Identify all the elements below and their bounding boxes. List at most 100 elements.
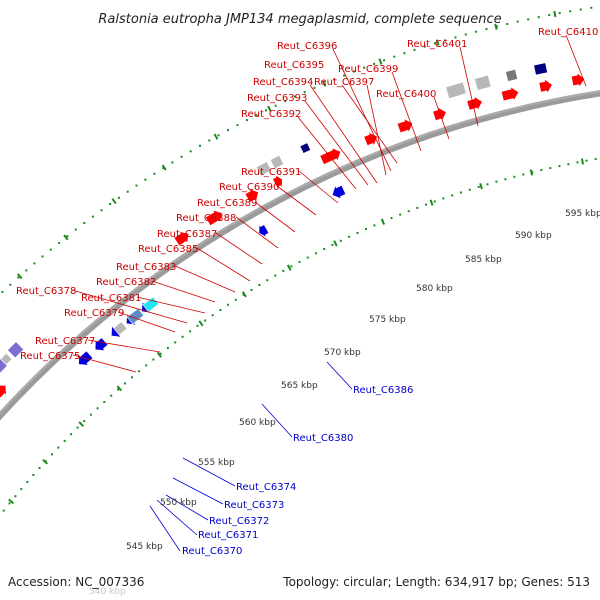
inner-ring-dot bbox=[416, 206, 419, 209]
inner-ring-dot bbox=[460, 191, 462, 194]
outer-ring-dot bbox=[25, 269, 28, 272]
ring-tick-mark bbox=[553, 10, 557, 18]
gene-label: Reut_C6372 bbox=[209, 516, 269, 527]
map-title: Ralstonia eutropha JMP134 megaplasmid, c… bbox=[98, 12, 501, 27]
outer-ring-dot bbox=[413, 48, 416, 51]
outer-ring-dot bbox=[58, 241, 61, 244]
gene-label: Reut_C6386 bbox=[353, 385, 413, 396]
tick-labels: 545 kbp 550 kbp 555 kbp 560 kbp 565 kbp … bbox=[89, 209, 600, 597]
outer-ring-dot bbox=[464, 33, 467, 36]
gene-label: Reut_C6395 bbox=[264, 60, 324, 71]
forward-cds-arrow bbox=[245, 189, 259, 202]
outer-ring-dot bbox=[1, 290, 4, 293]
callout-line bbox=[165, 494, 209, 521]
ring-tick-mark bbox=[8, 498, 15, 505]
outer-ring-dot bbox=[135, 184, 138, 187]
gene-label: Reut_C6397 bbox=[314, 77, 374, 88]
outer-ring-dot bbox=[294, 95, 296, 98]
gene-label: Reut_C6373 bbox=[224, 500, 284, 511]
inner-ring-dot bbox=[558, 165, 561, 168]
gray-feature-box bbox=[474, 74, 492, 91]
forward-cds-arrow bbox=[501, 87, 519, 101]
gene-label: Reut_C6387 bbox=[157, 229, 217, 240]
gray-feature-box bbox=[269, 154, 285, 170]
navy-feature-box bbox=[299, 142, 312, 154]
outer-ring-dot bbox=[91, 215, 94, 218]
callout-line bbox=[182, 457, 236, 487]
callout-line bbox=[117, 311, 176, 333]
gene-label: Reut_C6392 bbox=[241, 109, 301, 120]
outer-ring-dot bbox=[590, 6, 593, 9]
inner-ring-dot bbox=[166, 347, 169, 349]
callout-line bbox=[332, 48, 392, 172]
inner-ring-dot bbox=[258, 284, 261, 286]
ring-tick-mark bbox=[580, 158, 585, 165]
inner-ring-dot bbox=[274, 274, 277, 277]
callout-line bbox=[298, 170, 339, 204]
forward-cds-arrow bbox=[571, 73, 585, 87]
inner-ring-dot bbox=[234, 298, 237, 301]
callout-line bbox=[341, 84, 398, 164]
dark-gray-feature-box bbox=[505, 69, 518, 82]
purple-feature-box bbox=[7, 341, 25, 359]
outer-ring-dot bbox=[383, 59, 386, 62]
ring-tick-mark bbox=[479, 183, 483, 190]
gene-label: Reut_C6401 bbox=[407, 39, 467, 50]
callout-line bbox=[276, 185, 317, 216]
inner-ring-dot bbox=[348, 235, 351, 238]
outer-ring-dot bbox=[41, 255, 44, 258]
outer-ring-dot bbox=[153, 172, 156, 175]
outer-ring-dot bbox=[66, 235, 69, 238]
gray-feature-box bbox=[113, 321, 128, 336]
inner-ring-dot bbox=[365, 228, 367, 231]
accession-text: Accession: NC_007336 bbox=[8, 575, 144, 589]
reverse-gene-labels: Reut_C6370 Reut_C6371 Reut_C6372 Reut_C6… bbox=[182, 385, 413, 557]
ring-tick-mark bbox=[429, 199, 434, 206]
ring-tick-mark bbox=[213, 133, 219, 140]
gray-feature-box bbox=[0, 352, 13, 366]
inner-ring-dot bbox=[20, 488, 23, 491]
inner-ring-dot bbox=[339, 239, 342, 242]
outer-ring-dot bbox=[274, 104, 277, 107]
inner-ring-dot bbox=[306, 256, 309, 259]
outer-ring-dot bbox=[17, 276, 20, 279]
inner-ring-dot bbox=[159, 352, 162, 355]
forward-cds-arrow bbox=[397, 119, 413, 133]
reverse-cds-arrow bbox=[95, 338, 108, 351]
callout-line bbox=[172, 477, 224, 505]
outer-ring-dot bbox=[343, 74, 346, 77]
outer-ring-dot bbox=[117, 196, 120, 199]
tick-label: 585 kbp bbox=[465, 255, 502, 265]
callout-line bbox=[254, 201, 296, 233]
outer-ring-dot bbox=[9, 283, 12, 286]
ring-tick-mark bbox=[161, 164, 167, 171]
tick-label: 560 kbp bbox=[239, 418, 276, 428]
callout-line bbox=[72, 354, 137, 373]
inner-ring-dot bbox=[442, 197, 445, 200]
ring-tick-mark bbox=[198, 320, 204, 327]
outer-ring-dot bbox=[189, 150, 192, 153]
inner-ring-dot bbox=[145, 364, 148, 367]
ring-tick-mark bbox=[286, 264, 292, 271]
gene-label: Reut_C6385 bbox=[138, 244, 198, 255]
outer-ring-dot bbox=[171, 161, 174, 164]
outer-ring-dot bbox=[373, 62, 376, 65]
inner-ring-dot bbox=[282, 269, 285, 272]
inner-ring-dot bbox=[211, 314, 214, 317]
outer-ring-dot bbox=[393, 55, 396, 58]
callout-line bbox=[565, 34, 587, 87]
outer-ring-dot bbox=[475, 30, 478, 33]
gene-label: Reut_C6379 bbox=[64, 308, 124, 319]
gene-label: Reut_C6374 bbox=[236, 482, 296, 493]
outer-ring-dot bbox=[180, 155, 183, 158]
outer-ring-dot bbox=[144, 178, 147, 181]
tick-label: 555 kbp bbox=[198, 458, 235, 468]
inner-ring-dot bbox=[298, 260, 301, 263]
gene-label: Reut_C6399 bbox=[338, 64, 398, 75]
outer-ring-dot bbox=[548, 14, 551, 17]
outer-ring-dot bbox=[208, 139, 211, 142]
inner-ring-dot bbox=[522, 173, 525, 176]
inner-ring-dot bbox=[196, 324, 199, 327]
inner-ring-dot bbox=[38, 467, 41, 470]
inner-ring-dot bbox=[131, 376, 133, 379]
